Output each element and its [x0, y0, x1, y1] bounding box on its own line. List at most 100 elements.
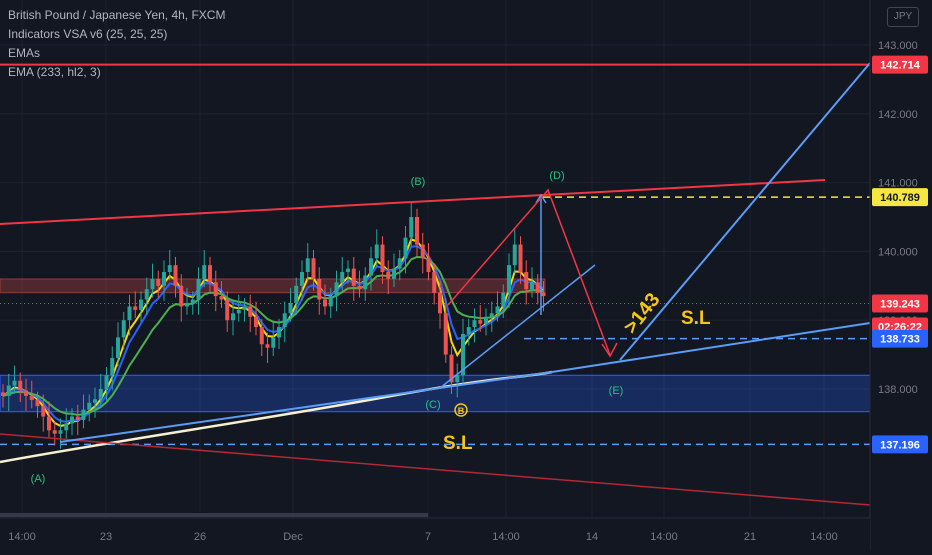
candle	[127, 306, 132, 321]
candle	[225, 299, 230, 321]
candle	[409, 217, 414, 238]
candle	[288, 303, 293, 314]
candle	[41, 406, 46, 417]
price-label-tag	[872, 435, 928, 454]
candle	[173, 265, 178, 286]
candle	[58, 430, 63, 434]
indicator-vsa[interactable]: Indicators VSA v6 (25, 25, 25)	[8, 27, 168, 41]
candle	[156, 278, 161, 286]
candle	[466, 327, 471, 334]
price-tick-label: 140.000	[878, 246, 918, 258]
candle	[144, 289, 149, 300]
candle	[87, 402, 92, 410]
candles	[1, 201, 546, 449]
indicator-emas[interactable]: EMAs	[8, 46, 41, 60]
candle	[167, 265, 172, 273]
candle	[116, 337, 120, 359]
candle	[110, 358, 115, 376]
candle	[208, 265, 212, 283]
candle	[294, 285, 299, 303]
legend: British Pound / Japanese Yen, 4h, FXCM I…	[8, 6, 225, 82]
candle	[415, 217, 419, 245]
price-axis: 143.000142.000141.000140.000139.000138.0…	[869, 0, 932, 550]
candle	[190, 299, 195, 303]
wave-arrow	[601, 342, 618, 358]
candle	[104, 375, 109, 389]
candle	[524, 272, 529, 290]
time-tick-label: 14	[586, 531, 598, 543]
currency-badge[interactable]: JPY	[887, 7, 919, 27]
candle	[75, 416, 80, 420]
candle	[47, 416, 51, 431]
candle	[426, 258, 431, 273]
candle	[489, 313, 494, 317]
candle	[403, 237, 408, 259]
wave-label-d: (D)	[549, 170, 564, 182]
candle	[530, 282, 534, 290]
candle	[323, 299, 327, 307]
candle	[282, 313, 287, 328]
wave-label-b: (B)	[411, 176, 426, 188]
candle	[271, 337, 276, 348]
grid	[0, 0, 870, 518]
candle	[351, 268, 356, 286]
candle	[24, 390, 28, 396]
candle	[179, 285, 184, 307]
price-axis-background	[870, 0, 932, 550]
price-label-text: 139.243	[880, 298, 920, 310]
candle	[380, 244, 385, 273]
stop-loss-label-upper: S.L	[681, 308, 711, 329]
price-label-tag	[872, 294, 928, 313]
candle	[363, 275, 368, 290]
candle	[121, 320, 126, 338]
indicator-ema-233[interactable]: EMA (233, hl2, 3)	[8, 65, 101, 79]
wave-label-c: (C)	[425, 399, 440, 411]
candle	[392, 268, 396, 279]
candle	[507, 265, 511, 293]
candle	[443, 313, 448, 355]
candle	[52, 430, 57, 434]
target-line	[619, 62, 871, 361]
candle	[139, 299, 143, 310]
candle	[231, 313, 235, 321]
symbol-title[interactable]: British Pound / Japanese Yen, 4h, FXCM	[8, 8, 226, 22]
candle	[242, 306, 247, 310]
wave-label-a: (A)	[31, 473, 46, 485]
time-axis-background	[0, 518, 870, 550]
channel-top-line	[0, 179, 826, 225]
price-label-tag	[872, 55, 928, 74]
candle	[18, 380, 23, 391]
drawings	[0, 62, 871, 506]
time-tick-label: 14:00	[492, 531, 520, 543]
candle	[501, 292, 506, 307]
candle	[259, 327, 264, 345]
candle	[81, 409, 86, 420]
info-icon-glyph: B	[458, 406, 465, 416]
candle	[484, 316, 488, 324]
price-tick-label: 141.000	[878, 178, 918, 190]
candle	[518, 244, 523, 273]
candle	[35, 400, 40, 407]
candle	[196, 278, 201, 300]
candle	[535, 282, 540, 293]
candle	[328, 296, 333, 307]
candle	[340, 272, 345, 283]
candle	[478, 320, 483, 324]
time-tick-label: 7	[425, 531, 431, 543]
candle	[386, 272, 391, 279]
candle	[374, 244, 379, 259]
price-label-tag	[872, 329, 928, 348]
chart-labels: (A)(B)(C)(D)(E)>143 S.LS.LB	[31, 170, 711, 485]
stop-loss-label-lower: S.L	[443, 433, 473, 454]
candle	[248, 306, 253, 317]
candle	[29, 395, 34, 401]
candle	[317, 278, 322, 300]
wave-path	[447, 188, 611, 356]
candle	[70, 416, 74, 424]
time-tick-label: 14:00	[650, 531, 678, 543]
scroll-range-bar	[0, 513, 428, 517]
candle	[346, 268, 350, 273]
candle	[98, 389, 103, 400]
